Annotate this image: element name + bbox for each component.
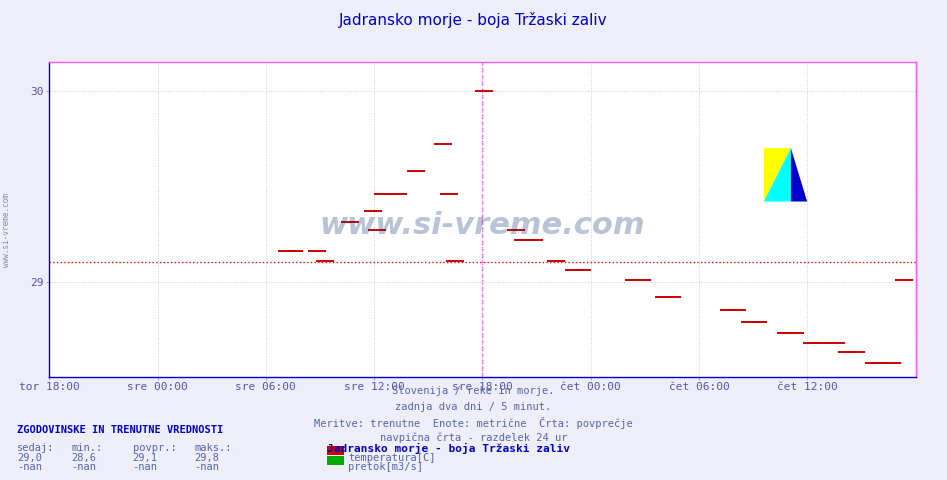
Text: pretok[m3/s]: pretok[m3/s] xyxy=(348,462,423,472)
Text: Jadransko morje - boja Tržaski zaliv: Jadransko morje - boja Tržaski zaliv xyxy=(339,12,608,28)
Polygon shape xyxy=(764,148,791,202)
Text: www.si-vreme.com: www.si-vreme.com xyxy=(2,193,11,267)
Text: ZGODOVINSKE IN TRENUTNE VREDNOSTI: ZGODOVINSKE IN TRENUTNE VREDNOSTI xyxy=(17,425,223,435)
Text: Slovenija / reke in morje.: Slovenija / reke in morje. xyxy=(392,386,555,396)
Text: 28,6: 28,6 xyxy=(71,453,96,463)
Polygon shape xyxy=(764,148,791,202)
Text: min.:: min.: xyxy=(71,443,102,453)
Text: 29,0: 29,0 xyxy=(17,453,42,463)
Text: www.si-vreme.com: www.si-vreme.com xyxy=(320,211,645,240)
Text: sedaj:: sedaj: xyxy=(17,443,55,453)
Text: 29,1: 29,1 xyxy=(133,453,157,463)
Text: zadnja dva dni / 5 minut.: zadnja dva dni / 5 minut. xyxy=(396,402,551,412)
Text: -nan: -nan xyxy=(71,462,96,472)
Text: -nan: -nan xyxy=(194,462,219,472)
Text: temperatura[C]: temperatura[C] xyxy=(348,453,436,463)
Text: navpična črta - razdelek 24 ur: navpična črta - razdelek 24 ur xyxy=(380,432,567,443)
Polygon shape xyxy=(791,148,807,202)
Text: -nan: -nan xyxy=(133,462,157,472)
Text: -nan: -nan xyxy=(17,462,42,472)
Text: povpr.:: povpr.: xyxy=(133,443,176,453)
Text: maks.:: maks.: xyxy=(194,443,232,453)
Text: 29,8: 29,8 xyxy=(194,453,219,463)
Text: Meritve: trenutne  Enote: metrične  Črta: povprečje: Meritve: trenutne Enote: metrične Črta: … xyxy=(314,417,633,429)
Text: Jadransko morje - boja Tržaski zaliv: Jadransko morje - boja Tržaski zaliv xyxy=(327,443,570,454)
